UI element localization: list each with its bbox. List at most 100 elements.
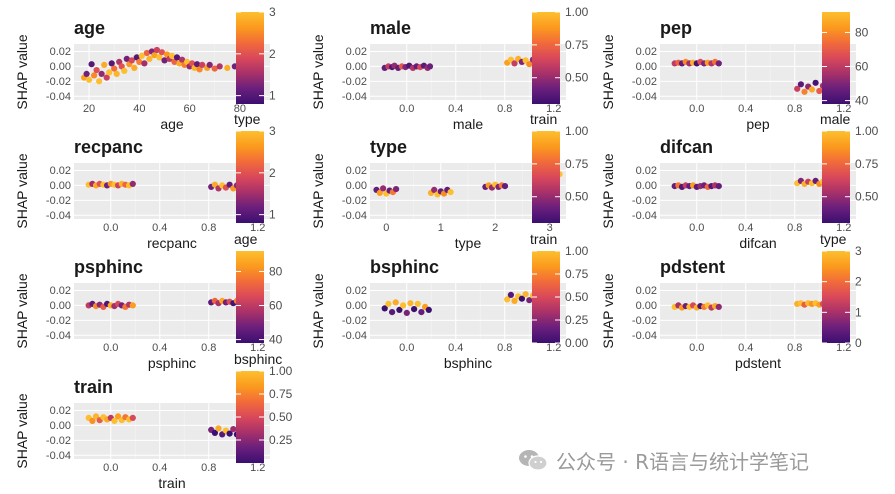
subplot-title: train (74, 377, 113, 397)
legend-tick-label: 0.50 (565, 290, 589, 304)
data-point (108, 60, 115, 67)
data-point (103, 74, 110, 81)
legend-tick-label: 1.00 (565, 124, 589, 138)
x-tick-label: 0.4 (738, 342, 753, 354)
data-point (151, 52, 158, 59)
x-axis-title: train (158, 475, 185, 491)
data-point (161, 57, 168, 64)
data-point (92, 413, 100, 420)
legend-tick-label: 1.00 (269, 364, 293, 378)
data-point (86, 76, 93, 83)
x-tick-label: 0.8 (201, 222, 216, 234)
x-axis-title: bsphinc (444, 355, 492, 371)
y-tick-label: -0.04 (632, 210, 657, 222)
legend-tick-label: 0.75 (565, 157, 589, 171)
y-tick-label: 0.02 (50, 46, 71, 58)
data-point (216, 63, 223, 70)
data-point (146, 55, 153, 63)
data-point (153, 46, 160, 54)
data-point (224, 64, 231, 71)
subplot-title: age (74, 18, 105, 38)
x-tick-label: 1.2 (250, 342, 265, 354)
x-tick-label: 60 (183, 103, 195, 115)
y-tick-label: -0.02 (46, 195, 71, 207)
y-tick-label: 0.00 (346, 300, 367, 312)
y-tick-label: 0.02 (346, 285, 367, 297)
x-tick-label: 0.4 (152, 342, 167, 354)
x-tick-label: 3 (547, 222, 553, 234)
data-point (414, 300, 421, 307)
data-point (426, 63, 434, 70)
y-tick-label: -0.02 (632, 76, 657, 88)
data-point (526, 297, 533, 304)
wechat-icon (519, 450, 548, 471)
x-tick-label: 0.8 (497, 103, 512, 115)
data-point (129, 302, 136, 309)
x-tick-label: 1.2 (836, 103, 851, 115)
y-axis-title: SHAP value (310, 153, 326, 228)
y-axis-title: SHAP value (600, 153, 616, 228)
subplot-title: pdstent (660, 257, 725, 277)
legend-tick-label: 0.50 (855, 190, 879, 204)
data-point (518, 295, 526, 302)
data-point (501, 183, 509, 190)
data-point (123, 55, 130, 63)
data-point (715, 183, 722, 190)
legend-tick-label: 3 (269, 124, 276, 138)
subplot-title: pep (660, 18, 692, 38)
x-tick-label: 1.2 (836, 222, 851, 234)
x-tick-label: 0.8 (201, 462, 216, 474)
data-point (115, 413, 122, 420)
y-axis-title: SHAP value (14, 273, 30, 348)
data-point (196, 66, 203, 73)
x-tick-label: 0.0 (399, 103, 414, 115)
x-axis-title: male (453, 116, 484, 132)
y-tick-label: -0.02 (342, 195, 367, 207)
y-tick-label: 0.00 (636, 180, 657, 192)
y-tick-label: -0.02 (46, 435, 71, 447)
y-axis-title: SHAP value (310, 273, 326, 348)
y-tick-label: 0.02 (636, 165, 657, 177)
x-axis-title: difcan (739, 235, 776, 251)
y-axis-title: SHAP value (310, 34, 326, 109)
legend-tick-label: 1.00 (565, 5, 589, 19)
data-point (794, 85, 801, 92)
data-point (83, 70, 90, 77)
y-tick-label: -0.04 (46, 91, 71, 103)
legend-tick-label: 0.50 (565, 190, 589, 204)
legend-tick-label: 2 (269, 166, 276, 180)
y-tick-label: -0.04 (46, 450, 71, 462)
legend-tick-label: 1 (269, 89, 276, 103)
x-tick-label: 1.2 (836, 342, 851, 354)
legend-title: type (820, 231, 847, 247)
legend-tick-label: 0 (855, 336, 862, 350)
legend-title: bsphinc (234, 351, 282, 367)
legend-colorbar (532, 12, 560, 104)
legend-tick-label: 0.75 (565, 267, 589, 281)
data-point (88, 61, 95, 68)
data-point (392, 299, 399, 306)
legend-tick-label: 1 (269, 208, 276, 222)
data-point (230, 426, 237, 433)
x-tick-label: 0.0 (399, 342, 414, 354)
x-axis-title: type (455, 235, 482, 251)
data-point (219, 431, 226, 438)
data-point (173, 54, 181, 61)
x-tick-label: 40 (133, 103, 145, 115)
x-tick-label: 0.4 (738, 103, 753, 115)
legend-tick-label: 1.00 (565, 244, 589, 258)
data-point (808, 86, 816, 93)
legend-tick-label: 0.25 (269, 433, 293, 447)
x-tick-label: 0.8 (201, 342, 216, 354)
x-tick-label: 0.8 (787, 103, 802, 115)
legend-tick-label: 3 (269, 5, 276, 19)
x-tick-label: 1.2 (250, 462, 265, 474)
data-point (121, 67, 128, 74)
x-tick-label: 0.8 (787, 342, 802, 354)
x-tick-label: 0.0 (103, 462, 118, 474)
